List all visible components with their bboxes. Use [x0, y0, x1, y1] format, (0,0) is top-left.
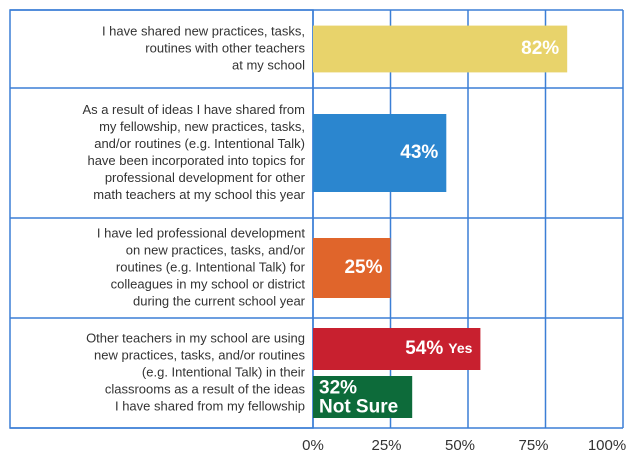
bar [313, 238, 391, 298]
category-label: colleagues in my school or district [111, 276, 306, 291]
category-label: classrooms as a result of the ideas [105, 381, 306, 396]
category-label: I have led professional development [97, 225, 306, 240]
x-tick-label: 100% [588, 437, 626, 454]
value-label: 54% Yes [405, 338, 472, 359]
category-label: As a result of ideas I have shared from [82, 102, 305, 117]
category-label: routines with other teachers [145, 40, 305, 55]
series-name: Yes [448, 340, 472, 356]
x-tick-label: 75% [518, 437, 548, 454]
category-label: I have shared new practices, tasks, [102, 23, 305, 38]
category-label: (e.g. Intentional Talk) in their [142, 364, 306, 379]
category-label: during the current school year [133, 293, 306, 308]
category-label: math teachers at my school this year [93, 187, 305, 202]
value-label: 43% [400, 142, 438, 163]
bar [313, 25, 568, 73]
category-label: professional development for other [105, 170, 306, 185]
bar [313, 114, 447, 192]
value-label: 25% [344, 257, 382, 278]
value-label: 82% [521, 38, 559, 59]
category-label: on new practices, tasks, and/or [126, 242, 306, 257]
x-tick-label: 0% [302, 437, 324, 454]
category-label: and/or routines (e.g. Intentional Talk) [94, 136, 305, 151]
series-name: Not Sure [319, 397, 398, 418]
bar [313, 376, 413, 418]
x-tick-label: 50% [445, 437, 475, 454]
value-label: 32% [319, 378, 357, 399]
category-label: Other teachers in my school are using [86, 330, 305, 345]
category-label: new practices, tasks, and/or routines [94, 347, 305, 362]
category-label: routines (e.g. Intentional Talk) for [116, 259, 306, 274]
bar [313, 328, 481, 370]
category-label: my fellowship, new practices, tasks, [99, 119, 305, 134]
x-tick-label: 25% [371, 437, 401, 454]
category-label: at my school [232, 57, 305, 72]
value-label-number: 54% [405, 338, 443, 359]
category-label: have been incorporated into topics for [87, 153, 305, 168]
category-label: I have shared from my fellowship [115, 398, 305, 413]
